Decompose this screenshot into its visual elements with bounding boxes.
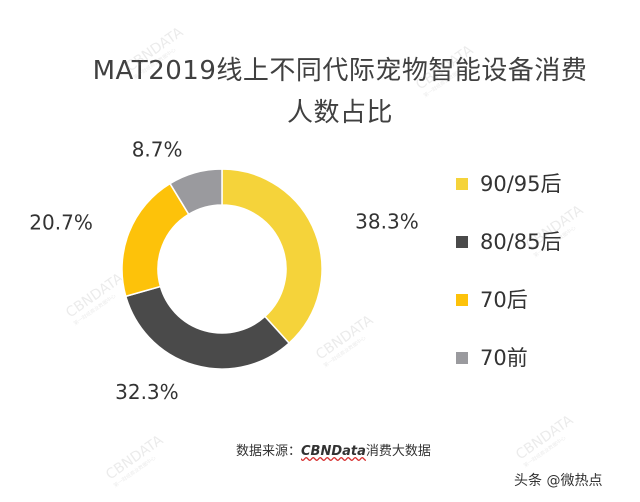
source-suffix: 消费大数据 [365, 444, 431, 459]
donut-slice [124, 285, 291, 370]
legend-label: 70前 [480, 346, 528, 370]
legend-swatch [456, 178, 468, 190]
legend-label: 80/85后 [480, 230, 562, 254]
data-label: 20.7% [29, 210, 93, 234]
chart-title-line1: MAT2019线上不同代际宠物智能设备消费 [92, 56, 588, 86]
data-label: 8.7% [132, 138, 183, 162]
chart-title-line2: 人数占比 [286, 98, 393, 128]
donut-slice [168, 168, 223, 216]
data-labels: 38.3% 32.3% 20.7% 8.7% [29, 138, 418, 404]
legend-label: 90/95后 [480, 172, 562, 196]
legend-swatch [456, 352, 468, 364]
footer-tag: 头条 @微热点 [514, 473, 603, 489]
legend-label: 70后 [480, 288, 528, 312]
source-prefix: 数据来源： [236, 444, 302, 459]
donut-slice [221, 168, 323, 345]
donut-slice [121, 182, 190, 298]
data-label: 32.3% [115, 380, 179, 404]
legend-swatch [456, 294, 468, 306]
donut-slices [121, 168, 323, 370]
data-source-note: 数据来源：CBNData消费大数据 [236, 440, 431, 459]
legend-swatch [456, 236, 468, 248]
data-label: 38.3% [355, 210, 419, 234]
source-brand: CBNData [301, 444, 366, 459]
